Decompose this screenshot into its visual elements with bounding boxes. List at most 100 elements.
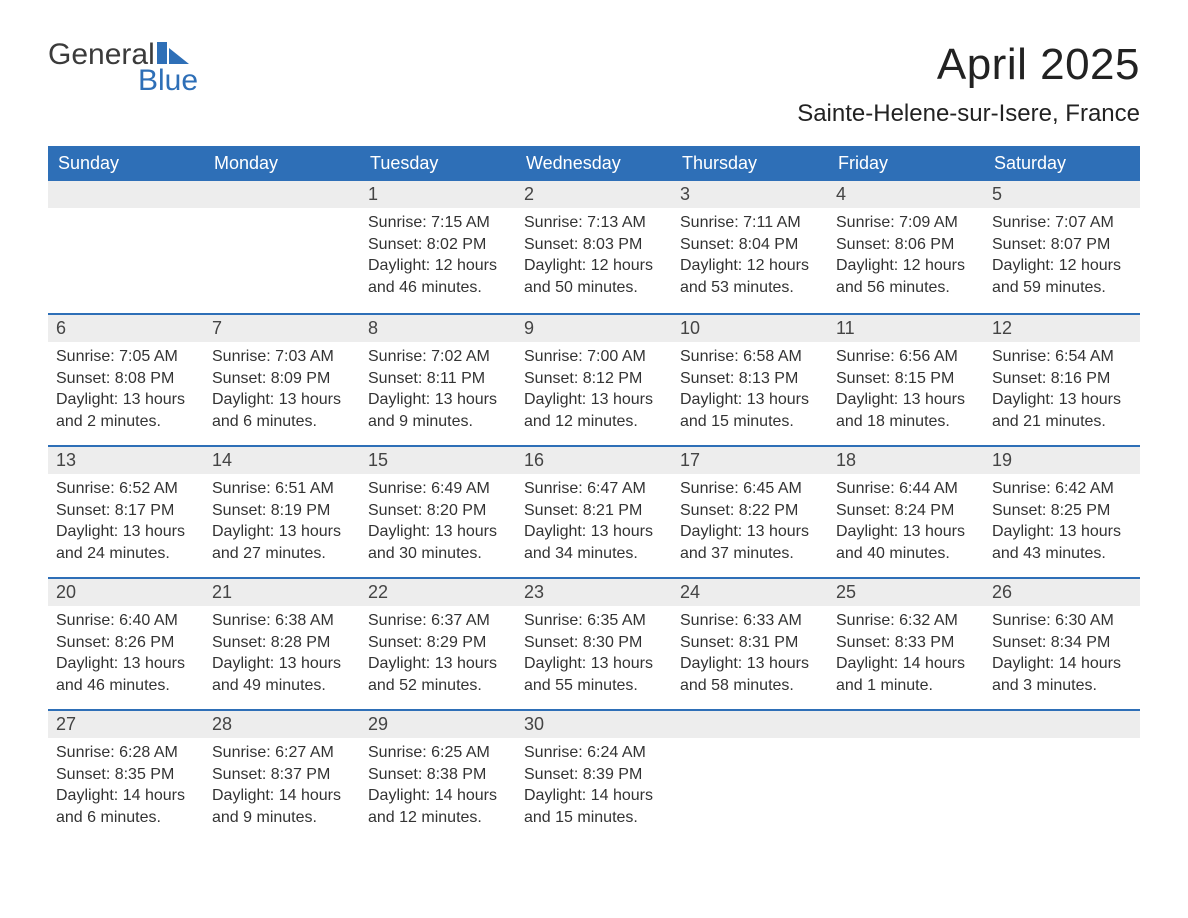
sunset-line: Sunset: 8:17 PM bbox=[56, 500, 196, 522]
day-cell: 19Sunrise: 6:42 AMSunset: 8:25 PMDayligh… bbox=[984, 447, 1140, 577]
sunset-line: Sunset: 8:19 PM bbox=[212, 500, 352, 522]
day-cell: 28Sunrise: 6:27 AMSunset: 8:37 PMDayligh… bbox=[204, 711, 360, 841]
sunrise-line: Sunrise: 6:38 AM bbox=[212, 610, 352, 632]
daylight-line: Daylight: 13 hours and 6 minutes. bbox=[212, 389, 352, 432]
dow-cell: Monday bbox=[204, 146, 360, 181]
day-number: 9 bbox=[516, 315, 672, 342]
day-number: 11 bbox=[828, 315, 984, 342]
sunset-line: Sunset: 8:08 PM bbox=[56, 368, 196, 390]
day-cell: 21Sunrise: 6:38 AMSunset: 8:28 PMDayligh… bbox=[204, 579, 360, 709]
sunset-line: Sunset: 8:38 PM bbox=[368, 764, 508, 786]
sunrise-line: Sunrise: 6:45 AM bbox=[680, 478, 820, 500]
daylight-line: Daylight: 14 hours and 6 minutes. bbox=[56, 785, 196, 828]
sunset-line: Sunset: 8:24 PM bbox=[836, 500, 976, 522]
day-cell: 18Sunrise: 6:44 AMSunset: 8:24 PMDayligh… bbox=[828, 447, 984, 577]
daylight-line: Daylight: 14 hours and 1 minute. bbox=[836, 653, 976, 696]
day-cell: 12Sunrise: 6:54 AMSunset: 8:16 PMDayligh… bbox=[984, 315, 1140, 445]
day-cell: 7Sunrise: 7:03 AMSunset: 8:09 PMDaylight… bbox=[204, 315, 360, 445]
day-cell bbox=[672, 711, 828, 841]
day-number: 16 bbox=[516, 447, 672, 474]
sunset-line: Sunset: 8:07 PM bbox=[992, 234, 1132, 256]
day-body: Sunrise: 6:32 AMSunset: 8:33 PMDaylight:… bbox=[828, 606, 984, 696]
daylight-line: Daylight: 12 hours and 59 minutes. bbox=[992, 255, 1132, 298]
day-cell: 13Sunrise: 6:52 AMSunset: 8:17 PMDayligh… bbox=[48, 447, 204, 577]
day-number: 24 bbox=[672, 579, 828, 606]
sunrise-line: Sunrise: 6:25 AM bbox=[368, 742, 508, 764]
sunrise-line: Sunrise: 6:44 AM bbox=[836, 478, 976, 500]
day-cell: 24Sunrise: 6:33 AMSunset: 8:31 PMDayligh… bbox=[672, 579, 828, 709]
daylight-line: Daylight: 13 hours and 34 minutes. bbox=[524, 521, 664, 564]
daylight-line: Daylight: 13 hours and 18 minutes. bbox=[836, 389, 976, 432]
sunset-line: Sunset: 8:33 PM bbox=[836, 632, 976, 654]
daylight-line: Daylight: 13 hours and 46 minutes. bbox=[56, 653, 196, 696]
day-body: Sunrise: 7:13 AMSunset: 8:03 PMDaylight:… bbox=[516, 208, 672, 298]
sunset-line: Sunset: 8:26 PM bbox=[56, 632, 196, 654]
daylight-line: Daylight: 13 hours and 40 minutes. bbox=[836, 521, 976, 564]
daylight-line: Daylight: 12 hours and 50 minutes. bbox=[524, 255, 664, 298]
day-number: 2 bbox=[516, 181, 672, 208]
daylight-line: Daylight: 13 hours and 49 minutes. bbox=[212, 653, 352, 696]
sunset-line: Sunset: 8:04 PM bbox=[680, 234, 820, 256]
dow-cell: Saturday bbox=[984, 146, 1140, 181]
day-body: Sunrise: 6:58 AMSunset: 8:13 PMDaylight:… bbox=[672, 342, 828, 432]
day-cell: 26Sunrise: 6:30 AMSunset: 8:34 PMDayligh… bbox=[984, 579, 1140, 709]
daylight-line: Daylight: 14 hours and 9 minutes. bbox=[212, 785, 352, 828]
day-cell: 5Sunrise: 7:07 AMSunset: 8:07 PMDaylight… bbox=[984, 181, 1140, 313]
dow-cell: Thursday bbox=[672, 146, 828, 181]
day-number bbox=[672, 711, 828, 738]
week-row: 1Sunrise: 7:15 AMSunset: 8:02 PMDaylight… bbox=[48, 181, 1140, 313]
day-number: 12 bbox=[984, 315, 1140, 342]
day-number: 23 bbox=[516, 579, 672, 606]
day-number: 20 bbox=[48, 579, 204, 606]
sunset-line: Sunset: 8:12 PM bbox=[524, 368, 664, 390]
day-number: 15 bbox=[360, 447, 516, 474]
week-row: 6Sunrise: 7:05 AMSunset: 8:08 PMDaylight… bbox=[48, 313, 1140, 445]
day-body: Sunrise: 6:49 AMSunset: 8:20 PMDaylight:… bbox=[360, 474, 516, 564]
day-body: Sunrise: 6:35 AMSunset: 8:30 PMDaylight:… bbox=[516, 606, 672, 696]
sunrise-line: Sunrise: 7:00 AM bbox=[524, 346, 664, 368]
sunrise-line: Sunrise: 7:11 AM bbox=[680, 212, 820, 234]
sunset-line: Sunset: 8:11 PM bbox=[368, 368, 508, 390]
day-body: Sunrise: 7:11 AMSunset: 8:04 PMDaylight:… bbox=[672, 208, 828, 298]
header: General Blue April 2025 Sainte-Helene-su… bbox=[48, 40, 1140, 128]
day-cell: 11Sunrise: 6:56 AMSunset: 8:15 PMDayligh… bbox=[828, 315, 984, 445]
day-number: 7 bbox=[204, 315, 360, 342]
dow-cell: Wednesday bbox=[516, 146, 672, 181]
sunrise-line: Sunrise: 6:24 AM bbox=[524, 742, 664, 764]
day-cell: 23Sunrise: 6:35 AMSunset: 8:30 PMDayligh… bbox=[516, 579, 672, 709]
daylight-line: Daylight: 13 hours and 52 minutes. bbox=[368, 653, 508, 696]
day-body: Sunrise: 6:37 AMSunset: 8:29 PMDaylight:… bbox=[360, 606, 516, 696]
day-cell: 10Sunrise: 6:58 AMSunset: 8:13 PMDayligh… bbox=[672, 315, 828, 445]
daylight-line: Daylight: 13 hours and 58 minutes. bbox=[680, 653, 820, 696]
sunrise-line: Sunrise: 6:42 AM bbox=[992, 478, 1132, 500]
daylight-line: Daylight: 13 hours and 15 minutes. bbox=[680, 389, 820, 432]
day-number: 29 bbox=[360, 711, 516, 738]
daylight-line: Daylight: 13 hours and 27 minutes. bbox=[212, 521, 352, 564]
sunrise-line: Sunrise: 6:32 AM bbox=[836, 610, 976, 632]
month-title: April 2025 bbox=[797, 40, 1140, 90]
calendar: SundayMondayTuesdayWednesdayThursdayFrid… bbox=[48, 146, 1140, 841]
day-number: 3 bbox=[672, 181, 828, 208]
day-body: Sunrise: 6:28 AMSunset: 8:35 PMDaylight:… bbox=[48, 738, 204, 828]
logo: General Blue bbox=[48, 40, 198, 96]
daylight-line: Daylight: 12 hours and 56 minutes. bbox=[836, 255, 976, 298]
day-body: Sunrise: 6:54 AMSunset: 8:16 PMDaylight:… bbox=[984, 342, 1140, 432]
day-body: Sunrise: 6:24 AMSunset: 8:39 PMDaylight:… bbox=[516, 738, 672, 828]
sunrise-line: Sunrise: 7:05 AM bbox=[56, 346, 196, 368]
day-cell: 6 Sunrise: 7:05 AMSunset: 8:08 PMDaylight… bbox=[48, 315, 204, 445]
daylight-line: Daylight: 13 hours and 2 minutes. bbox=[56, 389, 196, 432]
sunset-line: Sunset: 8:28 PM bbox=[212, 632, 352, 654]
sunset-line: Sunset: 8:13 PM bbox=[680, 368, 820, 390]
day-number: 26 bbox=[984, 579, 1140, 606]
day-cell: 8Sunrise: 7:02 AMSunset: 8:11 PMDaylight… bbox=[360, 315, 516, 445]
week-row: 13Sunrise: 6:52 AMSunset: 8:17 PMDayligh… bbox=[48, 445, 1140, 577]
sunrise-line: Sunrise: 7:07 AM bbox=[992, 212, 1132, 234]
day-cell: 1Sunrise: 7:15 AMSunset: 8:02 PMDaylight… bbox=[360, 181, 516, 313]
sunrise-line: Sunrise: 6:40 AM bbox=[56, 610, 196, 632]
title-block: April 2025 Sainte-Helene-sur-Isere, Fran… bbox=[797, 40, 1140, 128]
dow-cell: Tuesday bbox=[360, 146, 516, 181]
day-number: 6 bbox=[48, 315, 204, 342]
day-cell: 17Sunrise: 6:45 AMSunset: 8:22 PMDayligh… bbox=[672, 447, 828, 577]
day-cell: 27Sunrise: 6:28 AMSunset: 8:35 PMDayligh… bbox=[48, 711, 204, 841]
day-body: Sunrise: 6:52 AMSunset: 8:17 PMDaylight:… bbox=[48, 474, 204, 564]
